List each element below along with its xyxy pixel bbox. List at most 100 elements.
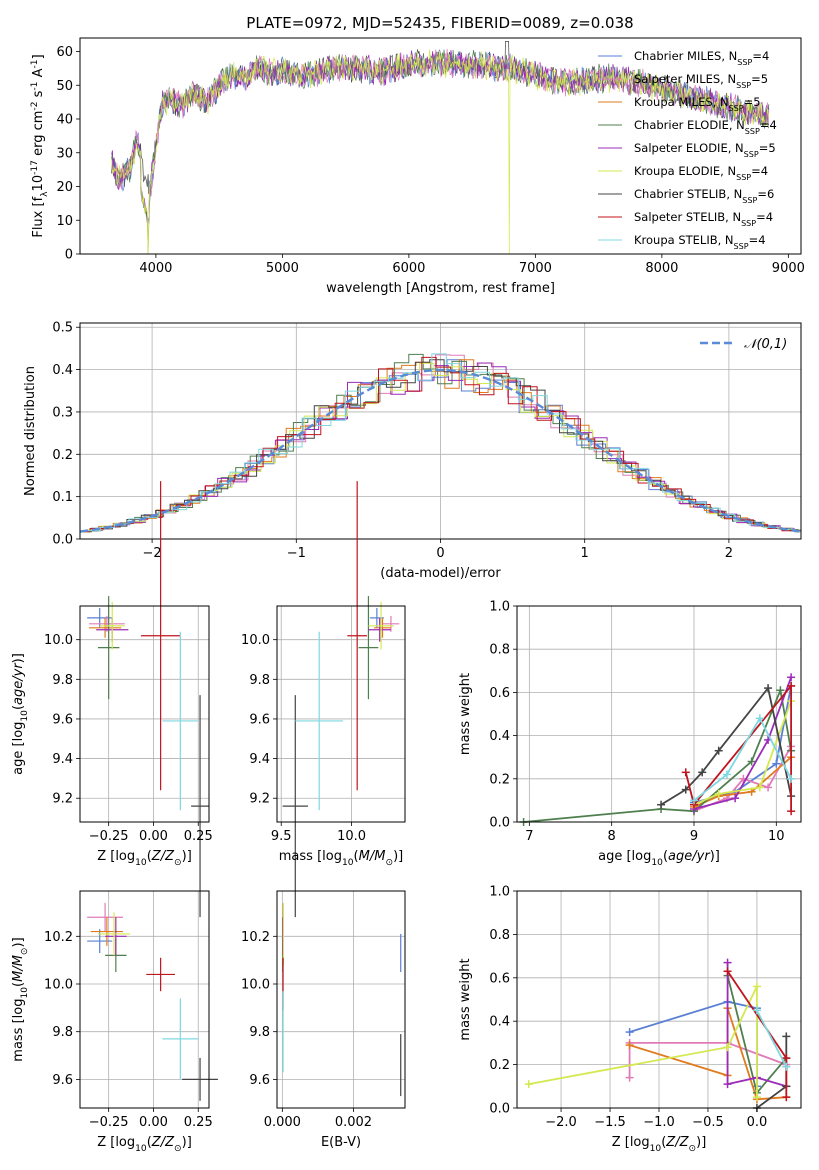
legend-entry: Chabrier STELIB, NSSP=6 (634, 187, 774, 205)
legend-entry: Kroupa MILES, NSSP=5 (634, 95, 761, 113)
y-tick-label: 40 (56, 113, 73, 128)
figure-title: PLATE=0972, MJD=52435, FIBERID=0089, z=0… (246, 14, 633, 32)
y-tick-label: 9.4 (52, 752, 73, 767)
y-tick-label: 0.3 (52, 405, 73, 420)
age-vs-mass-panel: 9.5 10.0 9.2 9.4 9.6 9.8 10.0 mass [log10(M/M⊙)… (241, 481, 406, 918)
x-axis-label: (data-model)/error (380, 566, 501, 581)
y-tick-label: 0.4 (52, 363, 73, 378)
residuals-panel: −2 −1 0 1 2 0.0 0.1 0.2 0.3 0.4 0.5 (data-model)/er… (23, 321, 802, 581)
mass-weight-line (693, 700, 792, 806)
y-tick-label: 1.0 (489, 885, 510, 900)
y-axis-label: age [log10(age/yr)] (11, 653, 30, 775)
legend-entry: Chabrier ELODIE, NSSP=4 (634, 118, 777, 136)
y-tick-label: 10.0 (44, 633, 73, 648)
x-axis-label: wavelength [Angstrom, rest frame] (326, 281, 555, 296)
legend-entry: 𝒩(0,1) (744, 337, 787, 352)
x-tick-label: −1.5 (594, 1115, 626, 1130)
x-axis-label: E(B-V) (321, 1135, 361, 1150)
age-vs-metallicity-panel: −0.25 0.00 0.25 9.2 9.4 9.6 9.8 10.0 Z [log10(Z/… (11, 481, 213, 918)
mass-weight-line (693, 716, 792, 802)
y-tick-label: 0.8 (489, 928, 510, 943)
spectrum-panel: 4000 5000 6000 7000 8000 9000 0 10 20 30 40 50 60 wav… (30, 37, 805, 296)
y-tick-label: 9.6 (52, 712, 73, 727)
y-tick-label: 20 (56, 180, 73, 195)
y-tick-label: 0.5 (52, 321, 73, 336)
axes-frame (79, 37, 802, 255)
axes-frame (276, 890, 406, 1109)
y-tick-label: 0.4 (489, 1015, 510, 1030)
y-tick-label: 9.2 (249, 792, 270, 807)
y-tick-label: 0.2 (489, 1058, 510, 1073)
x-tick-label: −1 (287, 546, 306, 561)
y-tick-label: 10.2 (44, 930, 73, 945)
y-tick-label: 0.4 (489, 729, 510, 744)
y-tick-label: 9.8 (52, 1025, 73, 1040)
y-tick-label: 50 (56, 79, 73, 94)
x-tick-label: −0.25 (89, 1115, 129, 1130)
y-tick-label: 0.6 (489, 686, 510, 701)
legend-entry: Kroupa STELIB, NSSP=4 (634, 233, 766, 251)
x-tick-label: 9.5 (271, 829, 292, 844)
x-tick-label: 1 (581, 546, 589, 561)
x-axis-label: Z [log10(Z/Z⊙)] (97, 849, 192, 868)
y-tick-label: 9.8 (249, 673, 270, 688)
residual-histogram (83, 359, 801, 532)
x-tick-label: 0.25 (184, 1115, 213, 1130)
y-axis-label: mass [log10(M/M⊙)] (11, 937, 30, 1061)
x-tick-label: 4000 (139, 261, 172, 276)
mass-weight-vs-metallicity-panel: −2.0 −1.5 −1.0 −0.5 0.0 0.0 0.2 0.4 0.6 0.8 1.0 Z [… (458, 885, 802, 1154)
x-tick-label: 9 (690, 829, 698, 844)
x-tick-label: −0.5 (692, 1115, 724, 1130)
x-tick-label: −2.0 (545, 1115, 577, 1130)
y-tick-label: 1.0 (489, 600, 510, 615)
x-axis-label: age [log10(age/yr)] (598, 849, 720, 868)
y-tick-label: 0.0 (52, 533, 73, 548)
x-tick-label: 9000 (772, 261, 805, 276)
x-tick-label: 2 (725, 546, 733, 561)
x-tick-label: 0.002 (335, 1115, 372, 1130)
normal-curve (79, 368, 802, 533)
mass-weight-line (660, 686, 792, 806)
y-tick-label: 9.6 (249, 712, 270, 727)
x-tick-label: −1.0 (643, 1115, 675, 1130)
x-tick-label: 7000 (519, 261, 552, 276)
x-axis-label: Z [log10(Z/Z⊙)] (612, 1135, 707, 1154)
axes-frame (516, 605, 802, 823)
legend-entry: Kroupa ELODIE, NSSP=4 (634, 164, 768, 182)
x-tick-label: 0 (436, 546, 444, 561)
legend-entry: Salpeter STELIB, NSSP=4 (634, 210, 773, 228)
x-tick-label: 8 (608, 829, 616, 844)
axes-frame (276, 605, 406, 823)
y-tick-label: 9.6 (249, 1073, 270, 1088)
x-tick-label: 0.25 (184, 829, 213, 844)
mass-weight-line (726, 962, 787, 1088)
mass-weight-line (684, 683, 792, 812)
y-tick-label: 60 (56, 45, 73, 60)
mass-weight-line (528, 986, 758, 1098)
y-tick-label: 0 (65, 248, 73, 263)
y-tick-label: 0.2 (52, 448, 73, 463)
y-tick-label: 0.6 (489, 971, 510, 986)
legend-entry: Chabrier MILES, NSSP=4 (634, 49, 769, 67)
x-tick-label: 0.00 (139, 829, 168, 844)
y-axis-label: mass weight (458, 958, 473, 1040)
spectrum-line (111, 49, 770, 255)
x-tick-label: 10.0 (337, 829, 366, 844)
y-tick-label: 10.0 (44, 978, 73, 993)
y-tick-label: 0.8 (489, 643, 510, 658)
y-axis-label: mass weight (458, 673, 473, 755)
y-tick-label: 10.0 (241, 978, 270, 993)
x-tick-label: 8000 (645, 261, 678, 276)
y-tick-label: 0.1 (52, 490, 73, 505)
y-tick-label: 9.4 (249, 752, 270, 767)
legend-entry: Salpeter ELODIE, NSSP=5 (634, 141, 776, 159)
x-axis-label: mass [log10(M/M⊙)] (279, 849, 403, 868)
x-tick-label: 7 (525, 829, 533, 844)
legend-entry: Salpeter MILES, NSSP=5 (634, 72, 768, 90)
y-axis-label: Normed distribution (23, 366, 38, 496)
x-tick-label: 0.000 (264, 1115, 301, 1130)
x-tick-label: 0.0 (747, 1115, 768, 1130)
y-tick-label: 10.2 (241, 930, 270, 945)
y-tick-label: 9.8 (52, 673, 73, 688)
